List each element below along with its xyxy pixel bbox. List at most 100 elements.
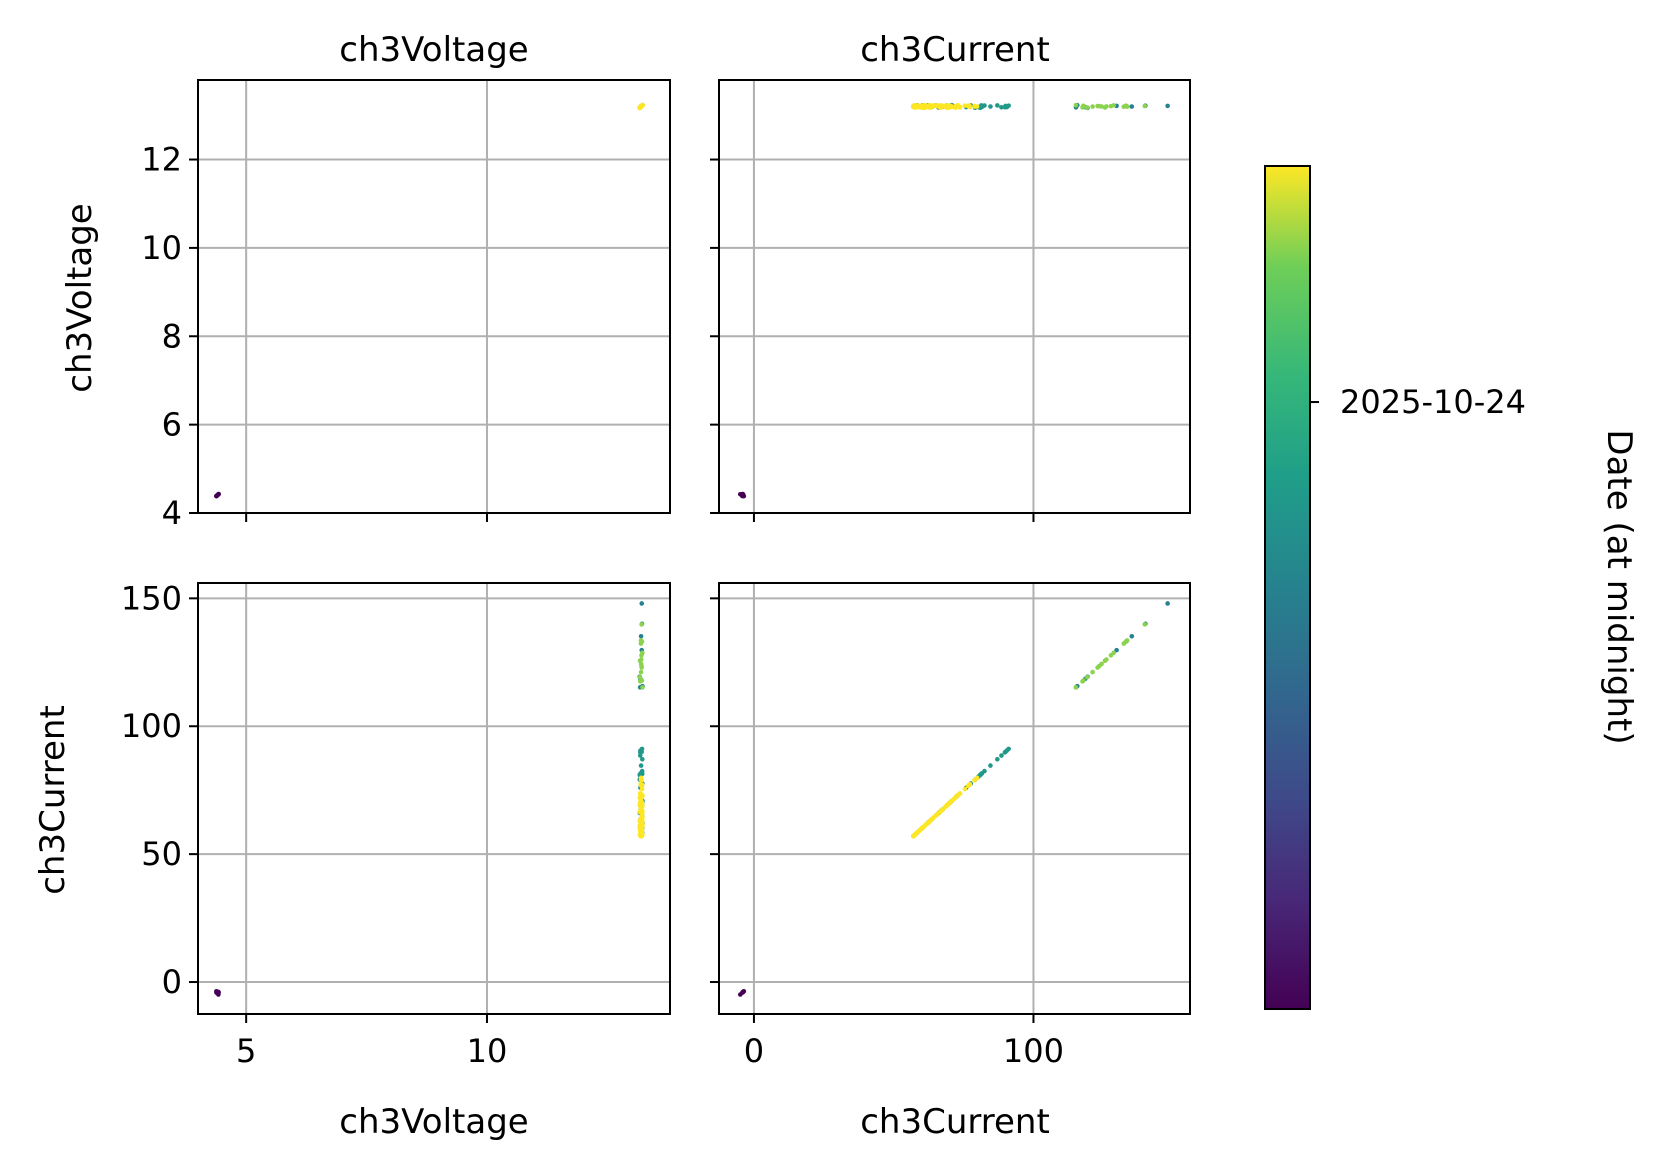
x-tick-label: 5 (236, 1032, 256, 1070)
data-point (1123, 103, 1129, 109)
data-point (638, 661, 644, 667)
data-point (740, 990, 745, 995)
data-point (953, 795, 958, 800)
data-point (1104, 657, 1109, 662)
data-point (639, 801, 644, 806)
data-point (1006, 103, 1011, 108)
y-tick-label: 10 (141, 229, 182, 267)
data-point (953, 105, 958, 111)
y-tick-label: 150 (121, 579, 182, 617)
data-point (214, 990, 219, 995)
data-point (1165, 103, 1170, 109)
data-point (1099, 104, 1104, 109)
panel-ch3Current-vs-ch3Current: 0 100 (710, 582, 1191, 1070)
colorbar (1264, 165, 1311, 1010)
data-point (1080, 679, 1085, 684)
data-point (918, 105, 924, 110)
data-point (926, 819, 931, 825)
column-title-ch3current: ch3Current (860, 30, 1050, 70)
data-point (995, 757, 1000, 762)
data-point (995, 103, 1000, 108)
column-title-ch3voltage: ch3Voltage (339, 30, 528, 70)
data-point (1084, 674, 1090, 680)
data-point (913, 104, 919, 109)
data-point (972, 103, 977, 109)
row-label-ch3voltage: ch3Voltage (60, 203, 100, 392)
data-point (639, 622, 644, 627)
data-point (1129, 633, 1135, 639)
data-point (637, 795, 643, 800)
panel-frame (197, 79, 671, 514)
data-point (638, 657, 644, 662)
data-point (640, 809, 645, 814)
data-point (1104, 104, 1109, 109)
data-point (740, 493, 745, 499)
panel-frame (718, 79, 1191, 514)
data-point (637, 679, 643, 684)
data-point (999, 753, 1004, 758)
data-point (1084, 105, 1090, 110)
data-point (1002, 750, 1008, 755)
data-point (946, 801, 952, 806)
data-point (638, 633, 644, 639)
data-point (1123, 639, 1129, 644)
data-point (967, 782, 973, 787)
x-tick-label: 100 (1003, 1032, 1064, 1070)
y-tick-label: 6 (162, 406, 182, 444)
data-point (639, 601, 645, 606)
data-point (1111, 650, 1116, 656)
panel-frame (718, 582, 1191, 1015)
y-tick-label: 12 (141, 141, 182, 179)
data-point (639, 746, 645, 752)
data-point (1073, 685, 1079, 690)
data-point (1142, 622, 1148, 627)
data-point (1099, 661, 1104, 667)
data-point (638, 782, 643, 787)
x-tick-label: 0 (744, 1032, 764, 1070)
data-point (918, 826, 924, 832)
data-point (639, 757, 645, 762)
data-point (1002, 104, 1008, 110)
x-tick-label: 10 (467, 1032, 508, 1070)
data-point (1095, 103, 1100, 109)
data-point (638, 750, 643, 755)
data-point (638, 831, 644, 837)
data-point (638, 815, 644, 821)
y-tick-label: 50 (141, 835, 182, 873)
data-point (1129, 104, 1135, 109)
panel-ch3Voltage-vs-ch3Voltage: 4 6 8 10 12 (141, 79, 671, 532)
data-point (972, 777, 977, 783)
data-point (1006, 746, 1011, 752)
data-point (1090, 104, 1095, 109)
data-point (640, 650, 645, 656)
data-point (988, 104, 993, 109)
colorbar-tick-label: 2025-10-24 (1340, 383, 1526, 421)
colorbar-label: Date (at midnight) (1599, 429, 1639, 744)
y-tick-label: 100 (121, 707, 182, 745)
y-tick-label: 4 (162, 494, 182, 532)
data-point (639, 665, 644, 670)
data-point (967, 104, 973, 110)
data-point (999, 105, 1004, 110)
data-point (988, 763, 993, 768)
data-point (214, 493, 219, 499)
data-point (938, 102, 943, 108)
data-point (1073, 102, 1079, 108)
data-point (637, 826, 643, 832)
data-point (962, 786, 968, 792)
x-label-ch3current: ch3Current (860, 1102, 1050, 1142)
data-point (938, 809, 943, 814)
data-point (639, 777, 644, 783)
data-point (638, 104, 644, 109)
data-point (1114, 647, 1119, 653)
panel-ch3Voltage-vs-ch3Current (710, 79, 1191, 522)
y-tick-label: 0 (162, 963, 182, 1001)
row-label-ch3current: ch3Current (33, 705, 73, 895)
colorbar-ticks: 2025-10-24 (1310, 383, 1526, 421)
data-point (978, 772, 983, 778)
data-point (638, 763, 644, 768)
data-point (1095, 665, 1100, 670)
